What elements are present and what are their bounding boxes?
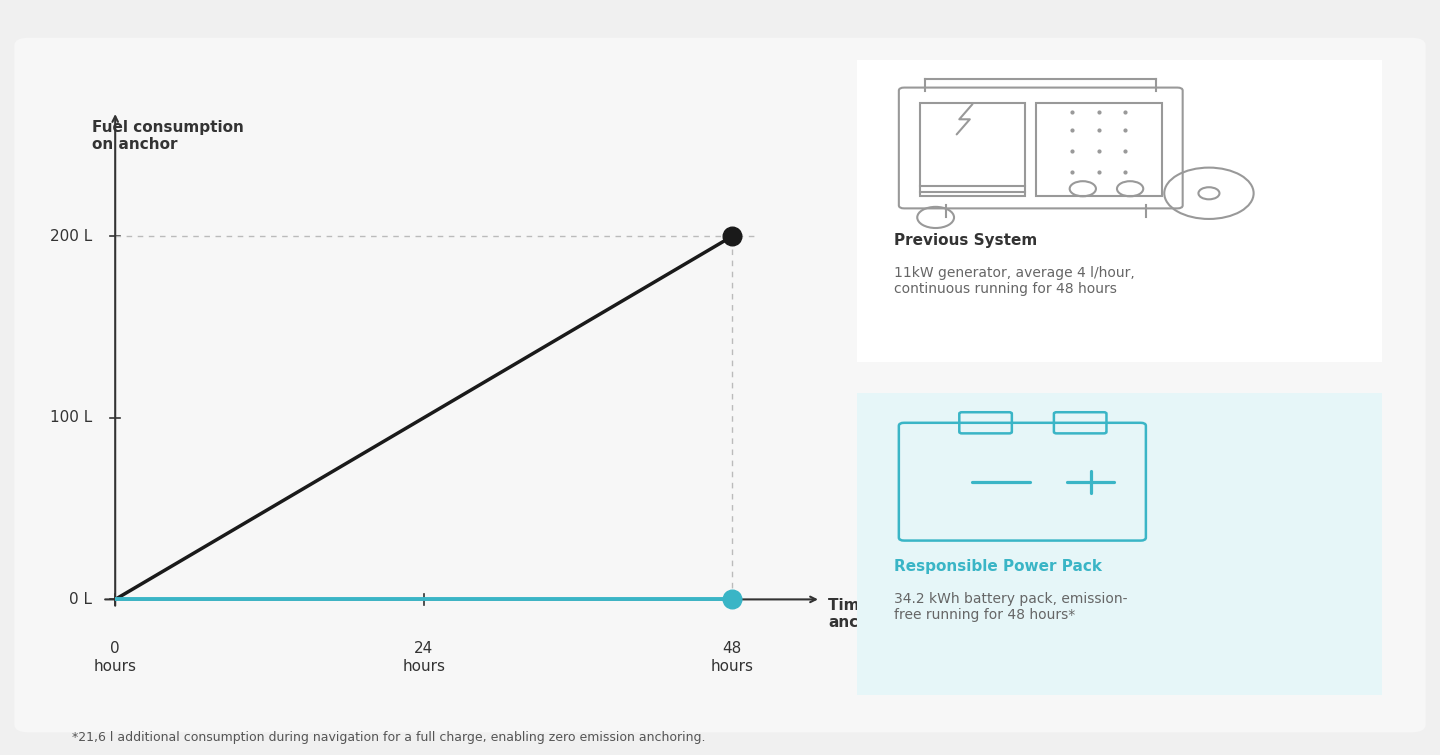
Text: Fuel consumption
on anchor: Fuel consumption on anchor [92,120,243,153]
Text: Previous System: Previous System [894,233,1037,248]
Point [721,593,744,606]
Text: 11kW generator, average 4 l/hour,
continuous running for 48 hours: 11kW generator, average 4 l/hour, contin… [894,266,1135,296]
Text: 34.2 kWh battery pack, emission-
free running for 48 hours*: 34.2 kWh battery pack, emission- free ru… [894,592,1128,622]
Point [721,230,744,242]
Text: Responsible Power Pack: Responsible Power Pack [894,559,1102,574]
Text: 100 L: 100 L [50,410,92,425]
Text: Time on
anchor: Time on anchor [828,598,896,630]
FancyBboxPatch shape [847,54,1392,368]
Text: 0
hours: 0 hours [94,641,137,673]
Text: 200 L: 200 L [50,229,92,244]
FancyBboxPatch shape [847,387,1392,701]
Text: *21,6 l additional consumption during navigation for a full charge, enabling zer: *21,6 l additional consumption during na… [72,731,706,744]
Text: 48
hours: 48 hours [711,641,755,673]
Text: 24
hours: 24 hours [402,641,445,673]
Text: 0 L: 0 L [69,592,92,607]
